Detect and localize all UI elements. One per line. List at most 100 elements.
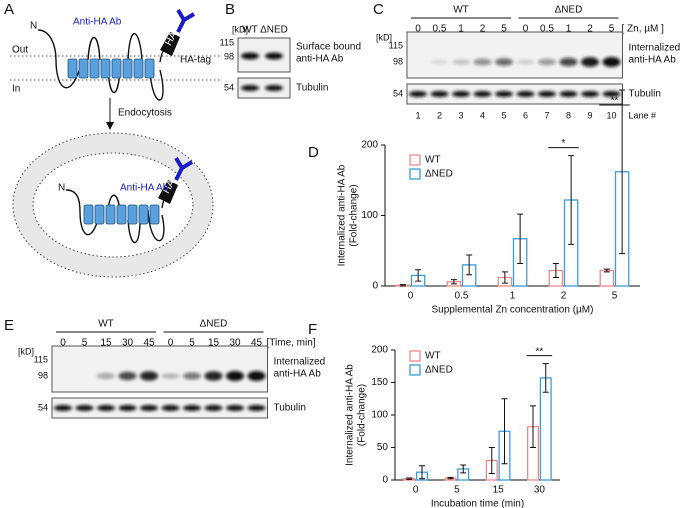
group-label: WT — [453, 5, 469, 16]
panel-letter: E — [4, 317, 14, 334]
band — [140, 371, 158, 381]
marker: 54 — [38, 402, 48, 412]
lane-label: 5 — [82, 338, 88, 349]
lane-label: 0 — [60, 338, 66, 349]
band — [247, 405, 266, 411]
error-bar — [418, 465, 425, 480]
band — [265, 85, 283, 91]
panel-a: A Out In N HA Anti-HA Ab HA-tag Endocyto… — [4, 1, 220, 278]
band — [265, 52, 283, 60]
label-n: N — [58, 183, 65, 194]
blot-label: Tubulin — [274, 403, 306, 414]
legend-swatch — [409, 154, 421, 166]
error-bar — [450, 279, 457, 285]
legend-label: ΔNED — [425, 169, 453, 180]
band — [430, 91, 449, 97]
band — [516, 91, 535, 97]
band — [602, 57, 621, 67]
panel-letter: F — [308, 321, 317, 338]
blot — [237, 77, 291, 99]
lane-number: 3 — [458, 110, 463, 120]
lane-label: WT — [242, 25, 258, 36]
transmembrane-domains — [67, 58, 155, 79]
y-tick-label: 150 — [371, 377, 388, 388]
label-out: Out — [12, 45, 28, 56]
x-tick-label: 5 — [612, 291, 618, 302]
protein-chain — [65, 189, 171, 243]
band — [602, 91, 621, 97]
kd-label: [kD] — [376, 32, 392, 42]
ha-tag — [158, 180, 178, 204]
panel-letter: D — [308, 144, 319, 161]
lane-label: 30 — [122, 338, 134, 349]
lane-number: 10 — [606, 110, 616, 120]
error-bar — [501, 398, 508, 465]
band — [247, 371, 266, 381]
lane-label: 45 — [251, 338, 263, 349]
y-tick-label: 200 — [361, 140, 378, 151]
band — [581, 57, 599, 67]
y-axis-label: Internalized anti-HA Ab — [337, 164, 348, 266]
band — [430, 59, 449, 65]
blot-label: Internalized — [274, 357, 326, 368]
x-tick-label: 0.5 — [455, 291, 469, 302]
transmembrane-domains — [83, 204, 160, 225]
marker: 98 — [224, 51, 234, 61]
lane-label: 0 — [415, 24, 421, 35]
band — [226, 371, 244, 381]
antibody — [174, 156, 194, 181]
lane-number: 2 — [437, 110, 442, 120]
kd-label: [kD] — [18, 346, 34, 356]
band — [161, 405, 180, 411]
arrow-label: Endocytosis — [118, 108, 172, 119]
band — [473, 58, 492, 66]
error-bar — [406, 477, 413, 480]
y-axis-label: (Fold-change) — [349, 184, 360, 246]
lane-label: 0.5 — [433, 24, 447, 35]
panel-letter: C — [373, 1, 384, 18]
y-axis-label: (Fold-change) — [357, 384, 368, 446]
lane-label: 45 — [143, 338, 155, 349]
marker: 54 — [393, 88, 403, 98]
tag-label: HA-tag — [180, 55, 211, 66]
marker: 115 — [220, 37, 234, 47]
lane-number: 8 — [566, 110, 571, 120]
band — [161, 373, 180, 379]
group-label: WT — [98, 319, 114, 330]
lane-number: 1 — [415, 110, 420, 120]
y-tick-label: 0 — [372, 281, 378, 292]
band — [140, 405, 158, 411]
y-tick-label: 50 — [377, 442, 389, 453]
y-tick-label: 0 — [382, 475, 388, 486]
band — [452, 59, 470, 65]
label-in: In — [12, 84, 20, 95]
bar — [599, 269, 615, 287]
band — [452, 91, 470, 97]
marker: 115 — [389, 40, 403, 50]
error-bar — [415, 269, 422, 282]
error-bar — [466, 254, 473, 276]
marker: 98 — [38, 370, 48, 380]
blot-label: Internalized — [629, 43, 681, 54]
x-tick-label: 1 — [510, 291, 516, 302]
lane-label: 5 — [501, 24, 507, 35]
band — [204, 405, 223, 411]
blot — [51, 397, 268, 419]
legend-label: WT — [425, 155, 441, 166]
lane-label: 0.5 — [540, 24, 554, 35]
band — [75, 405, 94, 411]
blot-label: anti-HA Ab — [629, 55, 677, 66]
lane-label: 15 — [100, 338, 112, 349]
lane-label: 30 — [229, 338, 241, 349]
error-bar — [501, 271, 508, 284]
marker: 98 — [393, 56, 403, 66]
lane-label: 0 — [168, 338, 174, 349]
lane-number: 4 — [480, 110, 485, 120]
panel-c: C WT ΔNED 0 0.5 1 2 5 0 0.5 1 2 5 [ Zn, µM ] [kD]115 9… — [373, 1, 680, 120]
antibody — [176, 8, 196, 33]
legend-swatch — [409, 364, 421, 376]
band — [118, 371, 137, 381]
bar — [539, 377, 552, 481]
